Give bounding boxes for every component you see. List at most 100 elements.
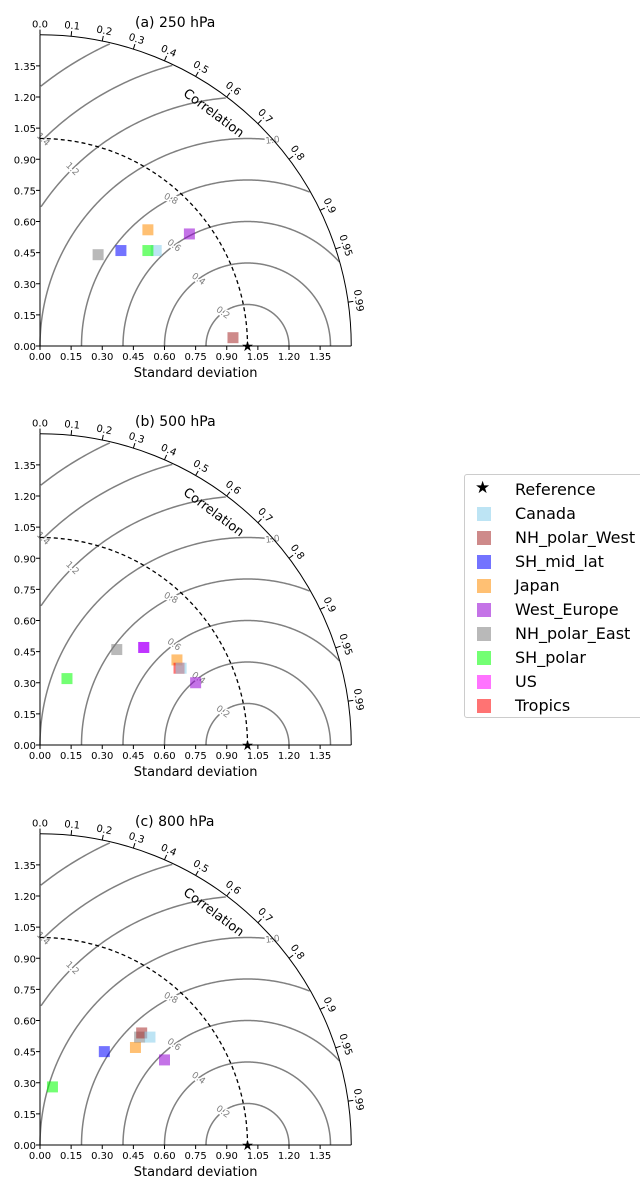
correlation-tick-label: 0.3	[127, 831, 145, 846]
data-point-us	[138, 641, 150, 653]
correlation-tick-label: 0.4	[159, 442, 178, 458]
rmsd-contour	[40, 896, 226, 1007]
data-point-west-europe	[183, 228, 195, 240]
correlation-tick-label: 0.0	[32, 418, 48, 429]
legend-swatch	[477, 531, 491, 545]
correlation-tick-label: 0.6	[223, 879, 242, 897]
x-tick-label: 0.60	[153, 751, 175, 762]
data-point-sh-polar	[142, 245, 154, 257]
legend-item-west-europe: West_Europe	[465, 599, 640, 621]
correlation-tick-label: 0.2	[95, 423, 113, 437]
rmsd-label: 0.4	[189, 271, 207, 288]
x-tick-label: 1.35	[309, 1151, 331, 1162]
legend: ★ Reference Canada NH_polar_West SH_mid_lat J…	[464, 474, 640, 718]
data-point-nh-polar-west	[136, 1027, 148, 1039]
data-point-sh-mid-lat	[98, 1046, 110, 1058]
taylor-panel-1: 0.20.40.60.81.01.21.40.000.000.150.150.3…	[14, 15, 365, 381]
rmsd-label: 0.6	[165, 238, 183, 255]
legend-swatch	[477, 579, 491, 593]
rmsd-label: 0.8	[162, 991, 180, 1007]
correlation-tick-label: 0.0	[32, 19, 48, 30]
x-tick-label: 0.90	[216, 352, 238, 363]
y-tick-label: 1.05	[14, 124, 36, 135]
correlation-tick	[195, 870, 199, 876]
legend-item-sh-mid-lat: SH_mid_lat	[465, 551, 640, 573]
x-tick-label: 0.15	[60, 352, 82, 363]
correlation-tick	[164, 854, 168, 860]
y-tick-label: 1.05	[14, 923, 36, 934]
x-tick-label: 0.75	[184, 751, 206, 762]
legend-item-canada: Canada	[465, 503, 640, 525]
star-icon: ★	[475, 478, 491, 498]
reference-star: ★	[241, 1138, 254, 1154]
correlation-tick	[101, 834, 104, 841]
correlation-tick	[226, 92, 231, 98]
correlation-tick-label: 0.8	[288, 943, 306, 962]
data-point-west-europe	[190, 677, 202, 689]
legend-item-nh-polar-east: NH_polar_East	[465, 623, 640, 645]
legend-label: West_Europe	[515, 600, 619, 619]
x-tick-label: 1.05	[247, 751, 269, 762]
reference-std-arc	[39, 936, 249, 1146]
legend-label: Tropics	[515, 696, 571, 715]
correlation-tick-label: 0.6	[223, 80, 242, 98]
reference-std-arc	[39, 536, 249, 746]
correlation-tick	[70, 830, 73, 836]
correlation-tick	[335, 645, 341, 649]
correlation-tick	[288, 554, 294, 559]
x-tick-label: 1.05	[247, 352, 269, 363]
x-tick-label: 0.60	[153, 352, 175, 363]
rmsd-label: 0.6	[165, 1037, 183, 1054]
correlation-tick-label: 0.4	[159, 43, 178, 59]
correlation-tick-label: 0.2	[95, 24, 113, 38]
reference-std-arc	[39, 137, 249, 347]
rmsd-contour	[40, 97, 226, 208]
legend-label: SH_mid_lat	[515, 552, 604, 571]
x-tick-label: 1.20	[278, 1151, 300, 1162]
y-tick-label: 0.45	[14, 249, 36, 260]
y-tick-label: 1.35	[14, 861, 36, 872]
x-tick-label: 0.45	[122, 751, 144, 762]
data-point-japan	[142, 224, 154, 236]
legend-label: NH_polar_East	[515, 624, 631, 643]
rmsd-contour	[205, 303, 290, 347]
data-point-nh-polar-east	[92, 249, 104, 261]
legend-label: Canada	[515, 504, 576, 523]
correlation-tick	[195, 71, 199, 77]
y-tick-label: 0.30	[14, 280, 36, 291]
x-tick-label: 1.20	[278, 352, 300, 363]
x-tick-label: 0.60	[153, 1151, 175, 1162]
x-tick-label: 1.05	[247, 1151, 269, 1162]
y-tick-label: 0.60	[14, 218, 36, 229]
y-tick-label: 0.00	[14, 1141, 36, 1152]
correlation-tick-label: 0.6	[223, 479, 242, 497]
y-tick-label: 0.00	[14, 342, 36, 353]
correlation-tick	[132, 442, 136, 449]
y-tick-label: 0.30	[14, 1079, 36, 1090]
correlation-tick	[70, 430, 73, 436]
x-tick-label: 1.35	[309, 352, 331, 363]
y-tick-label: 0.75	[14, 585, 36, 596]
data-point-nh-polar-east	[111, 644, 123, 656]
y-tick-label: 0.30	[14, 679, 36, 690]
correlation-tick	[101, 434, 104, 441]
reference-star: ★	[241, 339, 254, 355]
correlation-tick-label: 0.5	[191, 858, 210, 875]
legend-item-japan: Japan	[465, 575, 640, 597]
rmsd-contour	[205, 702, 290, 746]
correlation-tick	[226, 891, 231, 897]
rmsd-contour	[163, 262, 332, 347]
rmsd-contour	[205, 1102, 290, 1146]
correlation-tick-label: 0.99	[351, 289, 365, 313]
x-tick-label: 0.30	[91, 352, 113, 363]
panel-title: (c) 800 hPa	[135, 814, 215, 830]
x-tick-label: 0.00	[29, 1151, 51, 1162]
correlation-tick	[257, 119, 262, 125]
panel-title: (b) 500 hPa	[135, 414, 216, 430]
taylor-panel-3: 0.20.40.60.81.01.21.40.000.000.150.150.3…	[14, 814, 365, 1179]
correlation-tick	[348, 300, 354, 303]
x-tick-label: 0.30	[91, 751, 113, 762]
x-tick-label: 0.75	[184, 1151, 206, 1162]
y-tick-label: 0.60	[14, 617, 36, 628]
